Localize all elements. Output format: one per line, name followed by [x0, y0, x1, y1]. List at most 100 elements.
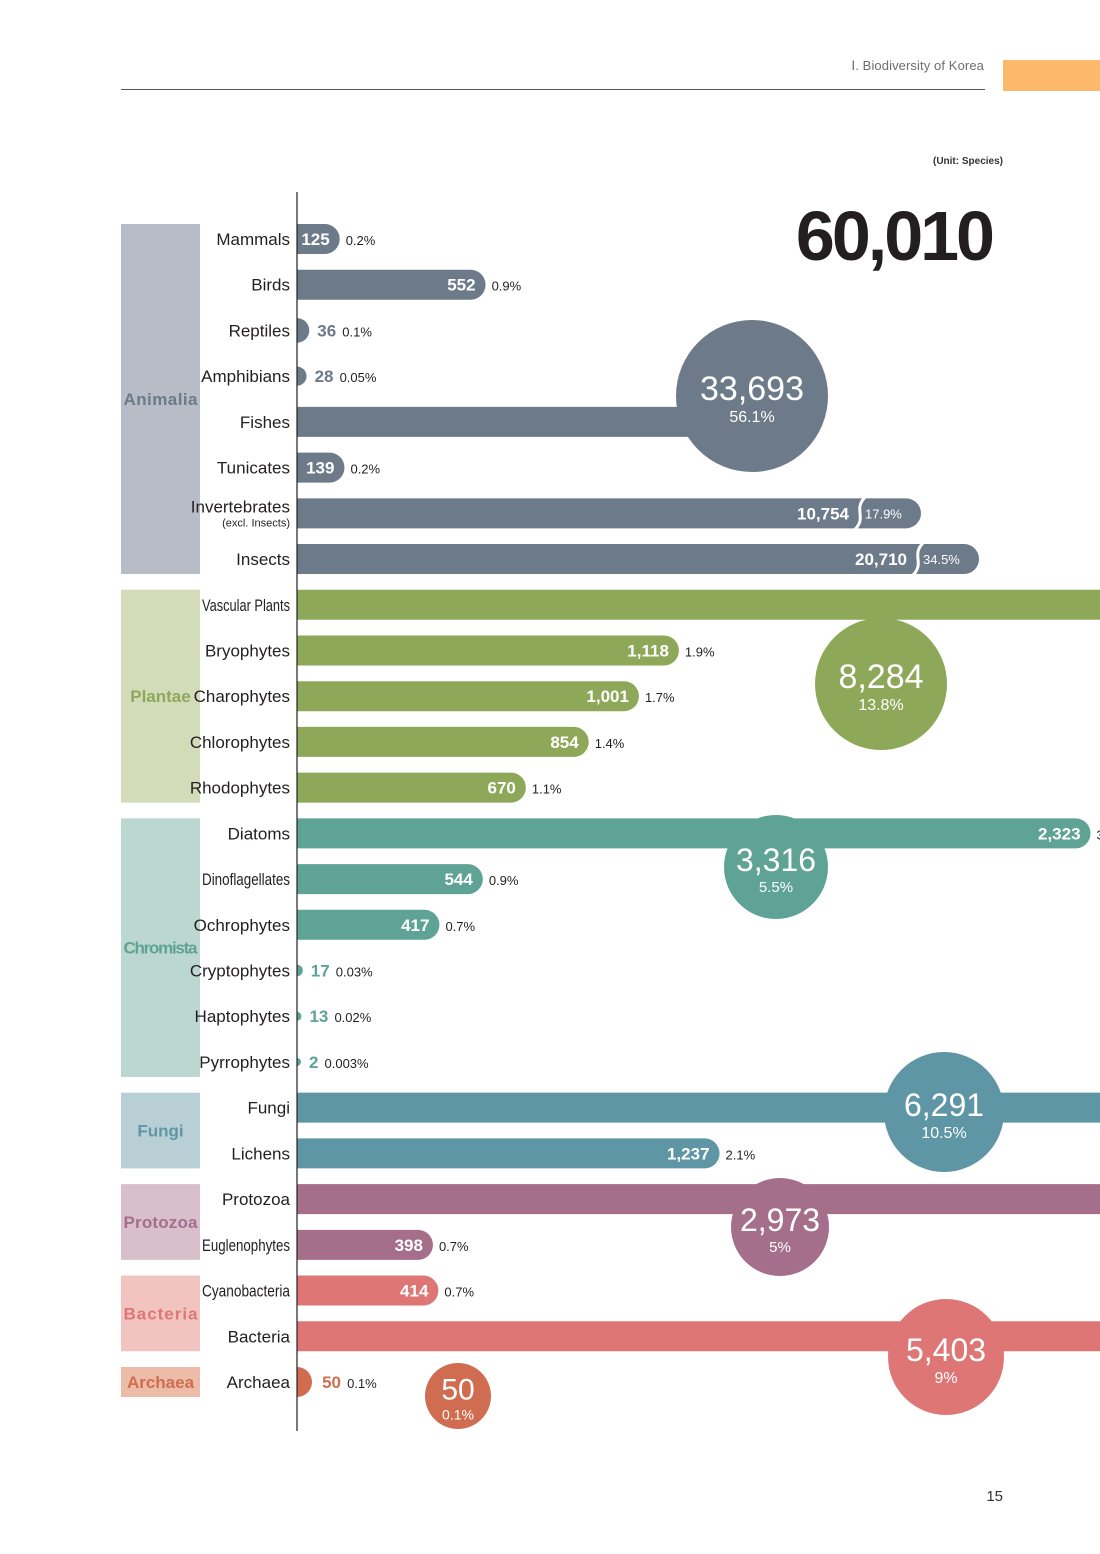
- kingdom-band-chromista: [121, 818, 200, 1077]
- percent-label-chlorophytes-plantae: 1.4%: [595, 736, 625, 751]
- bar-charophytes-plantae: [297, 681, 639, 712]
- value-label-lichens-fungi: 1,237: [667, 1144, 710, 1163]
- value-label-ochrophytes-chromista: 417: [401, 916, 429, 935]
- category-label-invertebrates-animalia: Invertebrates: [191, 497, 290, 516]
- bar-chlorophytes-plantae: [297, 726, 589, 757]
- kingdom-total-value-protozoa: 2,973: [740, 1202, 820, 1238]
- kingdom-label-protozoa: Protozoa: [124, 1213, 199, 1232]
- kingdom-total-value-fungi: 6,291: [904, 1087, 984, 1123]
- percent-label-cyanobacteria-bacteria: 0.7%: [444, 1285, 474, 1300]
- value-label-euglenophytes-protozoa: 398: [395, 1236, 423, 1255]
- value-label-insects-animalia: 20,710: [855, 550, 907, 569]
- kingdom-band-animalia: [121, 224, 200, 575]
- kingdom-total-percent-animalia: 56.1%: [729, 409, 774, 426]
- category-label-cryptophytes-chromista: Cryptophytes: [190, 962, 290, 981]
- bar-amphibians-animalia: [297, 366, 307, 386]
- section-header: Ⅰ. Biodiversity of Korea: [851, 58, 984, 73]
- bar-pyrrophytes-chromista: [297, 1057, 301, 1066]
- kingdom-total-bubble-protozoa: [731, 1178, 829, 1276]
- kingdom-band-bacteria: [121, 1275, 200, 1352]
- kingdom-total-bubble-chromista: [724, 815, 828, 919]
- kingdom-total-value-archaea: 50: [441, 1374, 474, 1407]
- page-number: 15: [986, 1488, 1003, 1505]
- kingdom-total-percent-fungi: 10.5%: [921, 1125, 966, 1142]
- value-label-amphibians-animalia: 28: [315, 367, 334, 386]
- kingdom-label-plantae: Plantae: [130, 687, 190, 706]
- kingdom-label-archaea: Archaea: [127, 1373, 195, 1392]
- percent-label-dinoflagellates-chromista: 0.9%: [489, 873, 519, 888]
- bar-euglenophytes-protozoa: [297, 1229, 433, 1260]
- percent-label-haptophytes-chromista: 0.02%: [334, 1010, 371, 1025]
- kingdom-band-plantae: [121, 589, 200, 803]
- category-label-fungi-fungi: Fungi: [247, 1099, 290, 1118]
- percent-label-reptiles-animalia: 0.1%: [342, 324, 372, 339]
- value-label-cyanobacteria-bacteria: 414: [400, 1282, 429, 1301]
- bar-insects-animalia: [297, 544, 980, 575]
- percent-label-cryptophytes-chromista: 0.03%: [336, 965, 373, 980]
- category-label-bryophytes-plantae: Bryophytes: [205, 641, 290, 660]
- category-label-reptiles-animalia: Reptiles: [229, 321, 290, 340]
- value-label-mammals-animalia: 125: [301, 230, 329, 249]
- bar-mammals-animalia: [297, 224, 340, 254]
- bar-lichens-fungi: [297, 1138, 720, 1169]
- percent-label-diatoms-chromista: 3.9%: [1097, 827, 1100, 842]
- value-label-haptophytes-chromista: 13: [309, 1007, 328, 1026]
- category-label-diatoms-chromista: Diatoms: [228, 824, 290, 843]
- value-label-pyrrophytes-chromista: 2: [309, 1053, 318, 1072]
- value-label-diatoms-chromista: 2,323: [1038, 824, 1081, 843]
- category-label-fishes-animalia: Fishes: [240, 413, 290, 432]
- category-label-lichens-fungi: Lichens: [231, 1144, 290, 1163]
- percent-label-birds-animalia: 0.9%: [492, 279, 522, 294]
- category-label-dinoflagellates-chromista: Dinoflagellates: [202, 870, 290, 889]
- kingdom-total-bubble-archaea: [425, 1363, 491, 1429]
- bar-haptophytes-chromista: [297, 1011, 302, 1021]
- percent-label-bryophytes-plantae: 1.9%: [685, 644, 715, 659]
- percent-label-lichens-fungi: 2.1%: [726, 1147, 756, 1162]
- bar-dinoflagellates-chromista: [297, 864, 483, 895]
- value-label-invertebrates-animalia: 10,754: [797, 504, 850, 523]
- value-label-archaea-archaea: 50: [322, 1373, 341, 1392]
- category-label-ochrophytes-chromista: Ochrophytes: [194, 916, 290, 935]
- kingdom-total-percent-protozoa: 5%: [769, 1239, 791, 1256]
- percent-label-tunicates-animalia: 0.2%: [350, 462, 380, 477]
- kingdom-total-percent-plantae: 13.8%: [858, 697, 903, 714]
- bar-archaea-archaea: [297, 1367, 312, 1397]
- bar-tunicates-animalia: [297, 452, 345, 483]
- kingdom-total-value-bacteria: 5,403: [906, 1332, 986, 1368]
- value-label-dinoflagellates-chromista: 544: [444, 870, 473, 889]
- bar-vascular-plants-plantae: [297, 589, 1100, 620]
- category-label-haptophytes-chromista: Haptophytes: [195, 1007, 290, 1026]
- bar-bryophytes-plantae: [297, 635, 679, 666]
- percent-label-invertebrates-animalia: 17.9%: [865, 506, 902, 521]
- percent-label-ochrophytes-chromista: 0.7%: [445, 919, 475, 934]
- bar-reptiles-animalia: [297, 318, 310, 343]
- category-label-tunicates-animalia: Tunicates: [217, 459, 290, 478]
- percent-label-archaea-archaea: 0.1%: [347, 1376, 377, 1391]
- kingdom-total-percent-bacteria: 9%: [934, 1370, 957, 1387]
- unit-label: (Unit: Species): [932, 156, 1003, 167]
- value-label-chlorophytes-plantae: 854: [550, 733, 579, 752]
- kingdom-total-bubble-animalia: [676, 320, 828, 472]
- value-label-charophytes-plantae: 1,001: [586, 687, 629, 706]
- category-label-amphibians-animalia: Amphibians: [201, 367, 290, 386]
- kingdom-total-bubble-bacteria: [888, 1299, 1004, 1415]
- category-label-mammals-animalia: Mammals: [216, 230, 290, 249]
- kingdom-label-chromista: Chromista: [124, 939, 199, 958]
- kingdom-total-percent-archaea: 0.1%: [442, 1407, 474, 1423]
- category-label-vascular-plants-plantae: Vascular Plants: [202, 596, 290, 615]
- kingdom-total-bubble-fungi: [884, 1052, 1004, 1172]
- bar-break-insects-animalia: [911, 541, 925, 577]
- category-label-protozoa-protozoa: Protozoa: [222, 1190, 291, 1209]
- value-label-tunicates-animalia: 139: [306, 459, 334, 478]
- percent-label-pyrrophytes-chromista: 0.003%: [325, 1056, 370, 1071]
- percent-label-insects-animalia: 34.5%: [923, 552, 960, 567]
- bar-protozoa-protozoa: [297, 1184, 1100, 1215]
- header-rule: [121, 89, 985, 90]
- kingdom-label-bacteria: Bacteria: [124, 1304, 199, 1323]
- value-label-birds-animalia: 552: [447, 276, 475, 295]
- kingdom-total-value-chromista: 3,316: [736, 842, 816, 878]
- kingdom-band-fungi: [121, 1092, 200, 1169]
- category-label-birds-animalia: Birds: [251, 276, 290, 295]
- percent-label-rhodophytes-plantae: 1.1%: [532, 782, 562, 797]
